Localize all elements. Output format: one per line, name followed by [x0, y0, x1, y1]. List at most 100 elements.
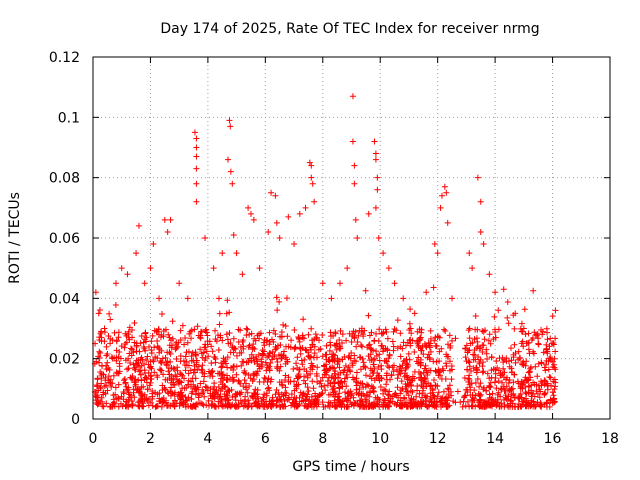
data-point	[101, 325, 108, 332]
data-point	[480, 241, 487, 248]
data-point	[484, 402, 491, 409]
data-point	[509, 385, 516, 392]
data-point	[227, 168, 234, 175]
data-point	[319, 332, 326, 339]
data-point	[157, 357, 164, 364]
data-point	[535, 340, 542, 347]
data-point	[413, 358, 420, 365]
data-point	[124, 366, 131, 373]
data-point	[296, 338, 303, 345]
data-point	[479, 327, 486, 334]
data-point	[330, 356, 337, 363]
data-point	[245, 343, 252, 350]
data-point	[219, 337, 226, 344]
data-point	[233, 352, 240, 359]
data-point	[215, 347, 222, 354]
data-point	[135, 360, 142, 367]
data-point	[243, 332, 250, 339]
data-point	[545, 358, 552, 365]
data-point	[197, 346, 204, 353]
data-point	[431, 241, 438, 248]
data-point	[162, 354, 169, 361]
data-point	[448, 376, 455, 383]
data-point	[515, 348, 522, 355]
data-point	[308, 174, 315, 181]
data-point	[301, 373, 308, 380]
data-point	[170, 400, 177, 407]
data-point	[118, 343, 125, 350]
data-point	[512, 310, 519, 317]
data-point	[408, 403, 415, 410]
data-point	[143, 375, 150, 382]
data-point	[339, 339, 346, 346]
data-point	[465, 347, 472, 354]
data-point	[121, 376, 128, 383]
data-point	[506, 387, 513, 394]
data-point	[334, 355, 341, 362]
data-point	[276, 298, 283, 305]
data-point	[376, 326, 383, 333]
data-point	[143, 396, 150, 403]
data-point	[305, 398, 312, 405]
data-point	[436, 348, 443, 355]
data-point	[121, 344, 128, 351]
data-point	[177, 327, 184, 334]
data-point	[297, 350, 304, 357]
data-point	[490, 396, 497, 403]
data-point	[530, 398, 537, 405]
data-point	[278, 379, 285, 386]
data-point	[461, 393, 468, 400]
chart-title: Day 174 of 2025, Rate Of TEC Index for r…	[160, 21, 539, 37]
data-point	[312, 331, 319, 338]
data-point	[419, 387, 426, 394]
data-point	[115, 329, 122, 336]
data-point	[197, 328, 204, 335]
data-point	[375, 235, 382, 241]
data-point	[268, 336, 275, 343]
data-point	[240, 343, 247, 350]
data-point	[111, 329, 118, 336]
data-point	[374, 369, 381, 376]
data-point	[248, 393, 255, 400]
data-point	[173, 373, 180, 380]
data-point	[441, 326, 448, 333]
data-point	[98, 362, 105, 369]
data-point	[282, 403, 289, 410]
data-point	[182, 401, 189, 408]
data-point	[282, 323, 289, 330]
data-point	[185, 348, 192, 355]
data-points	[91, 93, 559, 410]
data-point	[120, 388, 127, 395]
data-point	[530, 348, 537, 355]
data-point	[406, 326, 413, 333]
data-point	[193, 165, 200, 172]
data-point	[519, 361, 526, 368]
data-point	[354, 235, 361, 241]
data-point	[346, 352, 353, 359]
data-point	[106, 310, 113, 317]
data-point	[462, 392, 469, 399]
data-point	[394, 375, 401, 382]
data-point	[332, 368, 339, 375]
data-point	[256, 335, 263, 342]
data-point	[462, 402, 469, 409]
data-point	[411, 400, 418, 407]
data-point	[486, 271, 493, 278]
data-point	[370, 403, 377, 410]
data-point	[166, 334, 173, 341]
data-point	[482, 327, 489, 334]
data-point	[265, 375, 272, 382]
data-point	[162, 399, 169, 406]
x-tick-label: 6	[261, 431, 270, 447]
data-point	[162, 376, 169, 383]
data-point	[148, 350, 155, 357]
data-point	[532, 363, 539, 370]
data-point	[497, 385, 504, 392]
data-point	[449, 337, 456, 344]
data-point	[196, 392, 203, 399]
data-point	[312, 390, 319, 397]
data-point	[466, 372, 473, 379]
data-point	[519, 338, 526, 345]
data-point	[297, 344, 304, 351]
x-tick-label: 18	[601, 431, 619, 447]
